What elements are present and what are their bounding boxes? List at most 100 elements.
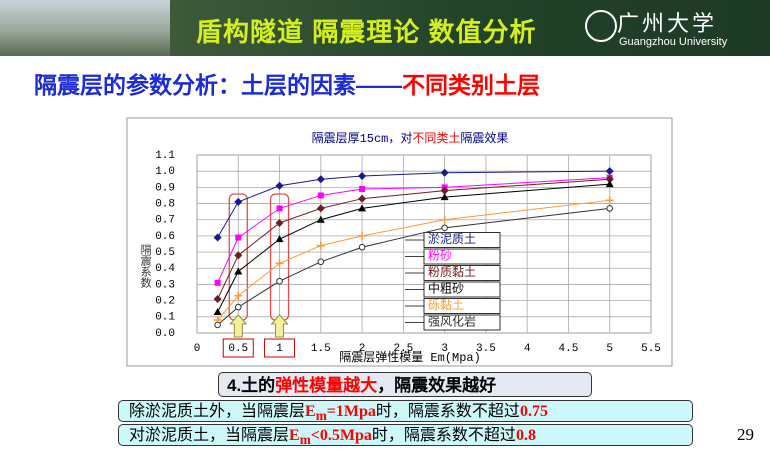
x-tick-label: 0.5 bbox=[228, 343, 248, 355]
note-highlight: =1Mpa bbox=[326, 403, 376, 420]
marker bbox=[316, 175, 325, 184]
marker bbox=[213, 307, 222, 315]
conclusion-text: ，隔震效果越好 bbox=[377, 376, 497, 395]
marker bbox=[440, 168, 449, 177]
x-tick-label: 2.5 bbox=[393, 343, 413, 355]
y-tick-label: 1.0 bbox=[155, 166, 175, 178]
note-text: 对淤泥质土，当隔震层 bbox=[129, 427, 290, 444]
y-tick-label: 0.5 bbox=[155, 247, 175, 259]
note-text: 时，隔震系数不超过 bbox=[371, 427, 516, 444]
x-tick-label: 4 bbox=[524, 343, 531, 355]
marker bbox=[234, 251, 243, 260]
y-tick-label: 0.7 bbox=[155, 215, 175, 227]
marker bbox=[358, 204, 367, 212]
x-tick-label: 5 bbox=[606, 343, 613, 355]
marker bbox=[605, 196, 614, 205]
y-tick-label: 1.1 bbox=[155, 150, 175, 162]
header-title: 盾构隧道 隔震理论 数值分析 bbox=[196, 17, 537, 47]
y-tick-label: 0.1 bbox=[155, 312, 175, 324]
conclusion-text: 4.土的 bbox=[227, 376, 276, 395]
note-highlight: E bbox=[305, 403, 316, 420]
legend-label: 粉质黏土 bbox=[428, 265, 476, 279]
subtitle-highlight: 不同类别土层 bbox=[402, 72, 540, 98]
marker bbox=[214, 321, 221, 329]
y-tick-label: 0.3 bbox=[155, 279, 175, 291]
x-tick-label: 0 bbox=[194, 343, 201, 355]
marker bbox=[358, 172, 367, 181]
page-number: 29 bbox=[737, 425, 754, 444]
marker bbox=[235, 234, 242, 241]
marker bbox=[276, 205, 283, 212]
x-tick-label: 2 bbox=[359, 343, 366, 355]
marker bbox=[213, 295, 222, 304]
marker bbox=[316, 215, 325, 223]
x-axis-label: 隔震层弹性模量 Em(Mpa) bbox=[339, 350, 481, 365]
subtitle: 隔震层的参数分析：土层的因素——不同类别土层 bbox=[34, 66, 540, 100]
legend-label: 砾黏土 bbox=[428, 298, 464, 312]
marker bbox=[275, 259, 284, 268]
note-text: 除淤泥质土外，当隔震层 bbox=[129, 403, 306, 420]
note-highlight: m bbox=[315, 408, 327, 424]
marker bbox=[358, 243, 366, 251]
x-tick-label: 3 bbox=[441, 343, 448, 355]
marker bbox=[358, 194, 367, 203]
marker bbox=[605, 167, 614, 176]
legend-label: 中粗砂 bbox=[428, 281, 464, 296]
marker bbox=[605, 175, 614, 184]
note-text: 时，隔震系数不超过 bbox=[375, 403, 520, 420]
marker bbox=[605, 180, 614, 188]
campus-photo bbox=[0, 0, 170, 56]
chart-title-part: 隔震效果 bbox=[460, 130, 508, 146]
y-tick-label: 0.6 bbox=[155, 231, 175, 243]
y-tick-label: 0.4 bbox=[155, 263, 175, 275]
marker bbox=[440, 186, 449, 195]
conclusion: 4.土的弹性模量越大，隔震效果越好 bbox=[218, 372, 592, 397]
note: 除淤泥质土外，当隔震层Em=1Mpa时，隔震系数不超过0.75 bbox=[118, 400, 693, 424]
y-tick-label: 0.0 bbox=[155, 328, 175, 340]
marker bbox=[214, 279, 221, 286]
marker bbox=[317, 258, 325, 266]
marker bbox=[276, 277, 283, 285]
logo-cn: 广州大学 bbox=[617, 11, 718, 36]
arrow bbox=[270, 314, 289, 338]
tick-highlight bbox=[264, 338, 296, 358]
chart-title-highlight: 不同类土 bbox=[412, 131, 460, 146]
marker bbox=[234, 197, 243, 206]
logo-en: Guangzhou University bbox=[619, 36, 728, 48]
header: 盾构隧道 隔震理论 数值分析 广州大学 Guangzhou University bbox=[0, 0, 770, 56]
y-axis-label: 隔震系数 bbox=[139, 244, 152, 289]
marker bbox=[234, 291, 243, 300]
marker bbox=[359, 185, 366, 192]
y-tick-label: 0.8 bbox=[155, 198, 175, 210]
note-highlight: m bbox=[299, 432, 311, 448]
marker bbox=[316, 204, 325, 213]
chart-title: 隔震层厚15cm，对不同类土隔震效果 bbox=[312, 130, 509, 146]
x-tick-label: 3.5 bbox=[476, 343, 496, 355]
y-tick-label: 0.2 bbox=[155, 296, 175, 308]
tick-highlight bbox=[222, 338, 254, 358]
emblem bbox=[585, 10, 617, 42]
marker bbox=[275, 181, 284, 190]
note-highlight: <0.5Mpa bbox=[310, 427, 372, 444]
note: 对淤泥质土，当隔震层Em<0.5Mpa时，隔震系数不超过0.8 bbox=[118, 424, 693, 448]
x-tick-label: 4.5 bbox=[559, 343, 579, 355]
legend-label: 粉砂 bbox=[428, 249, 452, 263]
note-highlight: E bbox=[289, 427, 300, 444]
marker bbox=[275, 235, 284, 243]
x-tick-label: 5.5 bbox=[641, 343, 661, 355]
marker bbox=[358, 231, 367, 240]
x-tick-label: 1 bbox=[276, 343, 283, 355]
marker bbox=[234, 267, 243, 275]
subtitle-text: 隔震层的参数分析：土层的因素—— bbox=[34, 72, 402, 98]
legend-label: 强风化岩 bbox=[428, 314, 476, 329]
note-highlight: 0.75 bbox=[519, 403, 548, 420]
conclusion-highlight: 弹性模量越大 bbox=[275, 376, 378, 395]
marker bbox=[316, 241, 325, 250]
marker bbox=[440, 215, 449, 224]
y-tick-label: 0.9 bbox=[155, 182, 175, 194]
x-tick-label: 1.5 bbox=[311, 343, 331, 355]
note-highlight: 0.8 bbox=[515, 427, 536, 444]
marker bbox=[275, 218, 284, 227]
